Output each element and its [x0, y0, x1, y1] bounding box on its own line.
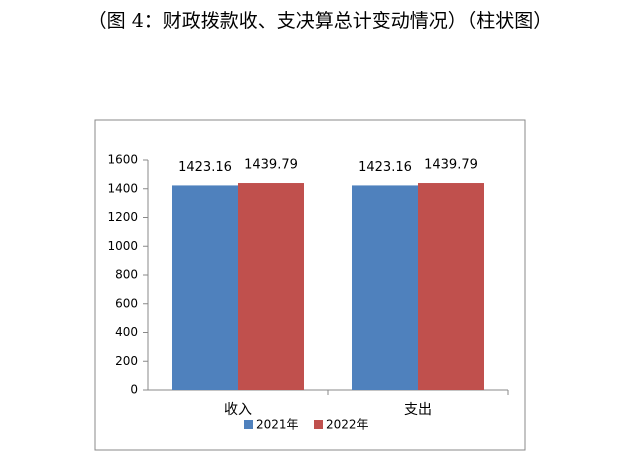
legend-label: 2021年 — [256, 418, 299, 432]
y-tick-label: 800 — [115, 268, 138, 282]
y-tick-label: 1400 — [107, 181, 138, 195]
bar — [418, 183, 484, 390]
bar — [352, 185, 418, 390]
value-label: 1423.16 — [178, 160, 232, 175]
bar — [238, 183, 304, 390]
y-tick-label: 200 — [115, 354, 138, 368]
y-tick-label: 400 — [115, 325, 138, 339]
y-tick-label: 600 — [115, 296, 138, 310]
y-tick-label: 1600 — [107, 153, 138, 167]
legend-label: 2022年 — [326, 418, 369, 432]
legend-swatch — [244, 420, 253, 429]
value-label: 1439.79 — [244, 158, 298, 173]
y-tick-label: 1000 — [107, 239, 138, 253]
x-tick-label: 收入 — [224, 402, 252, 418]
value-label: 1423.16 — [358, 160, 412, 175]
y-tick-label: 1200 — [107, 210, 138, 224]
bar — [172, 185, 238, 390]
legend-swatch — [314, 420, 323, 429]
x-tick-label: 支出 — [404, 402, 432, 418]
y-tick-label: 0 — [130, 383, 138, 397]
value-label: 1439.79 — [424, 158, 478, 173]
chart-title: （图 4：财政拨款收、支决算总计变动情况）（柱状图） — [88, 10, 553, 32]
